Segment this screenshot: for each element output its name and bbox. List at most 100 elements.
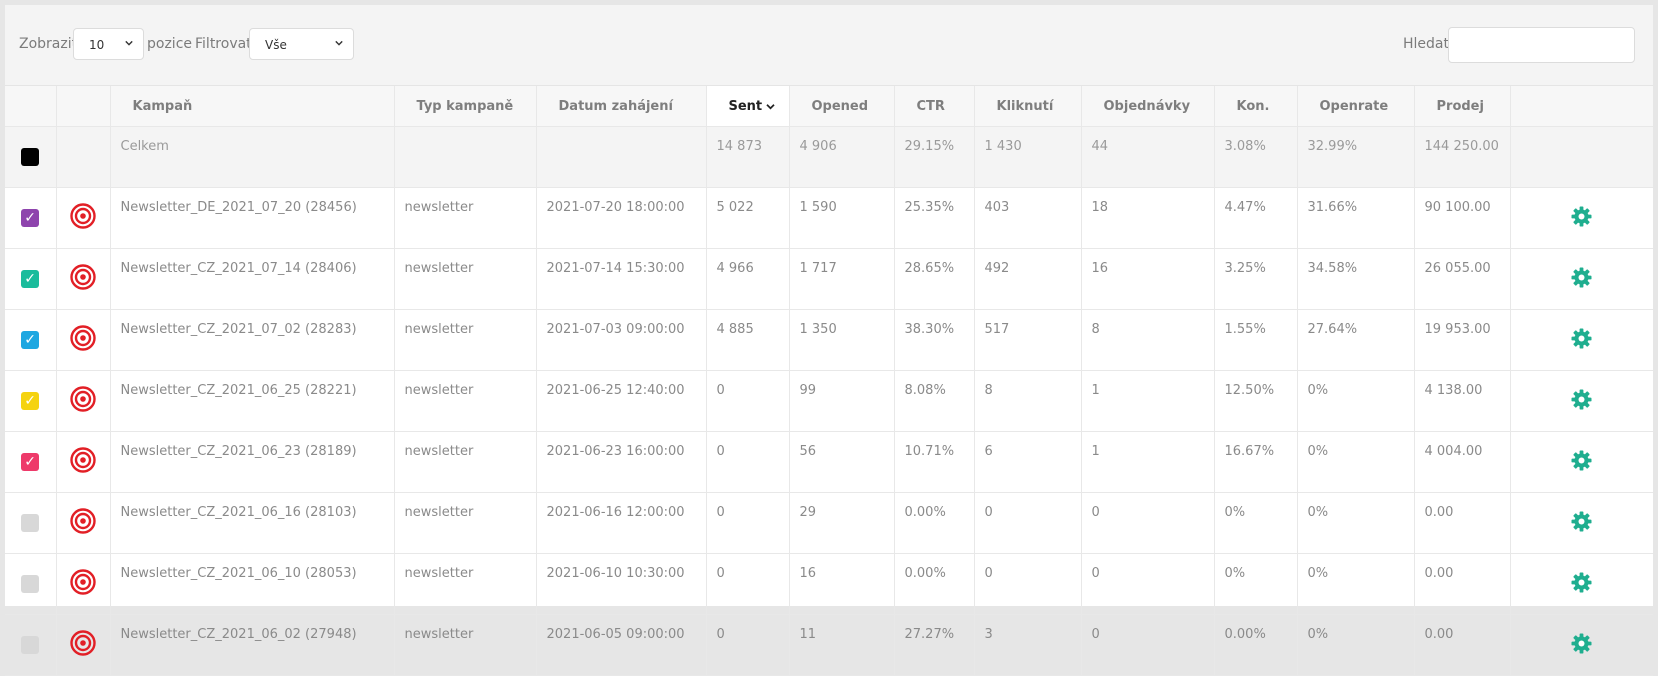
row-campaign-name[interactable]: Newsletter_CZ_2021_07_14 (28406) xyxy=(110,248,395,310)
row-campaign-name[interactable]: Newsletter_CZ_2021_06_10 (28053) xyxy=(110,553,395,615)
row-openrate: 0% xyxy=(1297,553,1415,615)
row-checkbox[interactable]: ✓ xyxy=(21,392,40,410)
chevron-down-icon xyxy=(125,40,133,46)
row-campaign-name[interactable]: Newsletter_CZ_2021_06_16 (28103) xyxy=(110,492,395,554)
table-row[interactable]: Newsletter_CZ_2021_06_16 (28103) newslett… xyxy=(5,492,1653,554)
row-clicks: 403 xyxy=(974,187,1082,249)
row-clicks: 3 xyxy=(974,614,1082,676)
gear-icon[interactable] xyxy=(1571,267,1592,288)
row-sales: 19 953.00 xyxy=(1414,309,1511,371)
check-icon: ✓ xyxy=(24,210,36,226)
row-sent: 5 022 xyxy=(706,187,790,249)
gear-icon[interactable] xyxy=(1571,572,1592,593)
table-row[interactable]: ✓ Newsletter_CZ_2021_06_23 (28189) newslet… xyxy=(5,431,1653,493)
row-start-date: 2021-06-05 09:00:00 xyxy=(536,614,707,676)
header-sales[interactable]: Prodej xyxy=(1414,86,1511,127)
row-sales: 90 100.00 xyxy=(1414,187,1511,249)
row-campaign-type: newsletter xyxy=(394,370,537,432)
row-campaign-name[interactable]: Newsletter_CZ_2021_06_25 (28221) xyxy=(110,370,395,432)
total-orders: 44 xyxy=(1081,126,1215,188)
total-row: Celkem 14 873 4 906 29.15% 1 430 44 3.08… xyxy=(5,126,1653,188)
row-orders: 0 xyxy=(1081,553,1215,615)
header-campaign[interactable]: Kampaň xyxy=(110,86,395,127)
row-openrate: 27.64% xyxy=(1297,309,1415,371)
row-clicks: 492 xyxy=(974,248,1082,310)
filter-select[interactable]: Vše xyxy=(249,28,354,60)
table-row[interactable]: ✓ Newsletter_CZ_2021_07_14 (28406) newslet… xyxy=(5,248,1653,310)
row-campaign-type: newsletter xyxy=(394,492,537,554)
header-opened[interactable]: Opened xyxy=(789,86,895,127)
row-clicks: 0 xyxy=(974,492,1082,554)
row-orders: 18 xyxy=(1081,187,1215,249)
row-openrate: 0% xyxy=(1297,614,1415,676)
row-sales: 0.00 xyxy=(1414,492,1511,554)
target-icon xyxy=(70,447,96,473)
row-sent: 4 966 xyxy=(706,248,790,310)
table-row[interactable]: ✓ Newsletter_CZ_2021_07_02 (28283) newslet… xyxy=(5,309,1653,371)
row-opened: 56 xyxy=(789,431,895,493)
table-row[interactable]: Newsletter_CZ_2021_06_10 (28053) newslett… xyxy=(5,553,1653,615)
row-icon-cell xyxy=(56,248,111,310)
target-icon xyxy=(70,386,96,412)
gear-icon[interactable] xyxy=(1571,206,1592,227)
table-row[interactable]: ✓ Newsletter_CZ_2021_06_25 (28221) newslet… xyxy=(5,370,1653,432)
row-ctr: 10.71% xyxy=(894,431,975,493)
table-row[interactable]: ✓ Newsletter_DE_2021_07_20 (28456) newslet… xyxy=(5,187,1653,249)
total-ctr: 29.15% xyxy=(894,126,975,188)
header-orders[interactable]: Objednávky xyxy=(1081,86,1215,127)
header-clicks[interactable]: Kliknutí xyxy=(974,86,1082,127)
gear-icon[interactable] xyxy=(1571,328,1592,349)
row-sales: 0.00 xyxy=(1414,614,1511,676)
row-ctr: 0.00% xyxy=(894,492,975,554)
row-actions-cell xyxy=(1510,309,1653,371)
target-icon xyxy=(70,203,96,229)
row-checkbox[interactable] xyxy=(21,575,40,593)
total-icon-cell xyxy=(56,126,111,188)
row-campaign-name[interactable]: Newsletter_CZ_2021_06_02 (27948) xyxy=(110,614,395,676)
row-orders: 8 xyxy=(1081,309,1215,371)
row-checkbox[interactable] xyxy=(21,636,40,654)
gear-icon[interactable] xyxy=(1571,511,1592,532)
row-actions-cell xyxy=(1510,614,1653,676)
row-checkbox[interactable]: ✓ xyxy=(21,453,40,471)
header-ctr[interactable]: CTR xyxy=(894,86,975,127)
row-ctr: 8.08% xyxy=(894,370,975,432)
header-openrate[interactable]: Openrate xyxy=(1297,86,1415,127)
total-actions xyxy=(1510,126,1653,188)
row-openrate: 0% xyxy=(1297,370,1415,432)
row-openrate: 34.58% xyxy=(1297,248,1415,310)
row-opened: 11 xyxy=(789,614,895,676)
row-sales: 26 055.00 xyxy=(1414,248,1511,310)
row-checkbox[interactable]: ✓ xyxy=(21,209,40,227)
table-row[interactable]: Newsletter_CZ_2021_06_02 (27948) newslett… xyxy=(5,614,1653,676)
row-checkbox-cell: ✓ xyxy=(5,309,57,371)
campaign-list-panel: Zobrazit 10 pozice Filtrovat Vše Hledat xyxy=(5,5,1653,676)
row-campaign-name[interactable]: Newsletter_DE_2021_07_20 (28456) xyxy=(110,187,395,249)
target-icon xyxy=(70,508,96,534)
row-conversion: 4.47% xyxy=(1214,187,1298,249)
row-campaign-type: newsletter xyxy=(394,553,537,615)
header-conversion[interactable]: Kon. xyxy=(1214,86,1298,127)
row-conversion: 12.50% xyxy=(1214,370,1298,432)
chevron-down-icon xyxy=(335,40,343,46)
page-size-select[interactable]: 10 xyxy=(73,28,144,60)
row-conversion: 3.25% xyxy=(1214,248,1298,310)
sort-desc-icon xyxy=(766,103,775,109)
row-checkbox[interactable]: ✓ xyxy=(21,270,40,288)
header-sent[interactable]: Sent xyxy=(706,86,790,127)
row-campaign-name[interactable]: Newsletter_CZ_2021_06_23 (28189) xyxy=(110,431,395,493)
positions-label: pozice xyxy=(147,36,193,52)
row-icon-cell xyxy=(56,187,111,249)
gear-icon[interactable] xyxy=(1571,389,1592,410)
header-type[interactable]: Typ kampaně xyxy=(394,86,537,127)
gear-icon[interactable] xyxy=(1571,450,1592,471)
gear-icon[interactable] xyxy=(1571,633,1592,654)
row-campaign-name[interactable]: Newsletter_CZ_2021_07_02 (28283) xyxy=(110,309,395,371)
row-campaign-type: newsletter xyxy=(394,614,537,676)
row-checkbox[interactable]: ✓ xyxy=(21,331,40,349)
select-all-checkbox[interactable] xyxy=(21,148,40,166)
search-input[interactable] xyxy=(1448,27,1635,63)
row-checkbox[interactable] xyxy=(21,514,40,532)
header-start-date[interactable]: Datum zahájení xyxy=(536,86,707,127)
target-icon xyxy=(70,264,96,290)
